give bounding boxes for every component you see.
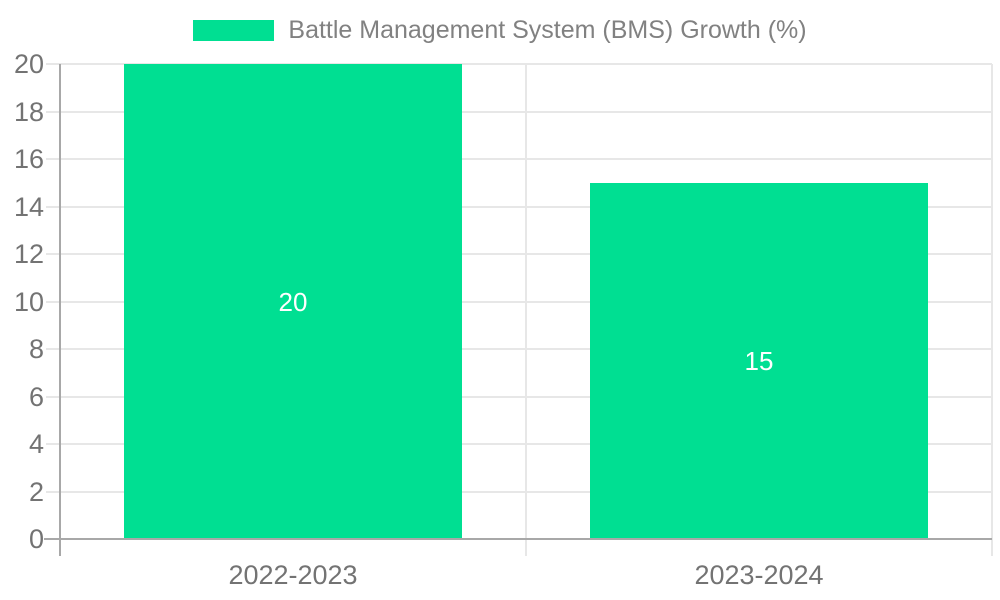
category-boundary-line [525,64,527,556]
bar[interactable] [590,183,928,540]
x-axis-category-label: 2023-2024 [694,560,824,590]
legend-swatch [193,20,275,41]
y-gridline [46,443,992,445]
y-gridline [46,491,992,493]
y-gridline [46,396,992,398]
y-axis-tick-label: 12 [13,239,44,269]
legend[interactable]: Battle Management System (BMS) Growth (%… [0,16,1000,45]
y-axis-tick-label: 16 [13,144,44,174]
y-axis-line [59,64,61,556]
y-axis-tick-label: 6 [28,382,44,412]
y-gridline [46,301,992,303]
category-boundary-line [991,64,993,556]
y-gridline [46,206,992,208]
y-gridline [46,158,992,160]
y-axis-tick-label: 0 [28,524,44,554]
y-gridline [46,253,992,255]
y-axis-tick-label: 10 [13,287,44,317]
y-axis-tick-label: 4 [28,429,44,459]
bar-value-label: 15 [744,346,774,376]
x-axis-line [44,538,992,540]
y-gridline [46,111,992,113]
y-axis-tick-label: 14 [13,192,44,222]
x-axis-category-label: 2022-2023 [228,560,358,590]
bar-value-label: 20 [278,287,308,317]
y-gridline [46,63,992,65]
y-gridline [46,348,992,350]
y-axis-tick-label: 2 [28,477,44,507]
y-axis-tick-label: 20 [13,49,44,79]
legend-label: Battle Management System (BMS) Growth (%… [288,16,807,44]
bar[interactable] [124,64,462,540]
y-axis-tick-label: 18 [13,97,44,127]
y-axis-tick-label: 8 [28,334,44,364]
